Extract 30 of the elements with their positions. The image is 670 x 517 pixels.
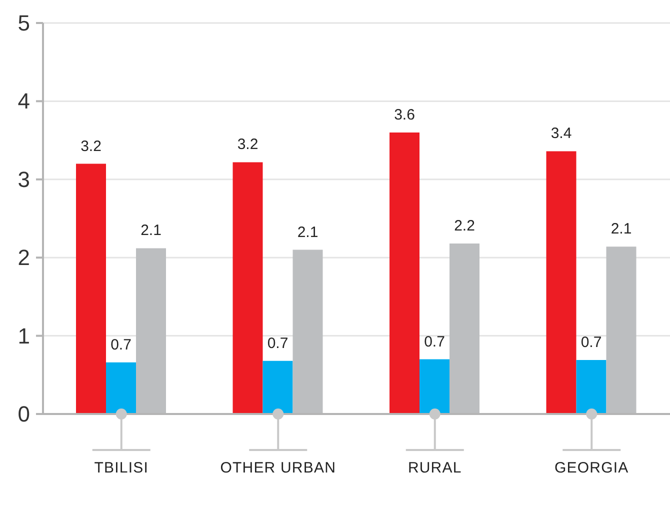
y-tick-label: 0	[18, 402, 30, 426]
data-label: 3.6	[394, 106, 415, 124]
data-label: 2.1	[297, 224, 318, 241]
bar	[76, 164, 106, 414]
bar	[576, 360, 606, 414]
data-label: 2.1	[610, 220, 632, 238]
data-label: 3.4	[550, 125, 572, 142]
data-label: 2.1	[140, 222, 162, 240]
y-tick-label: 3	[18, 166, 30, 192]
bar	[232, 162, 263, 414]
data-label: 0.7	[110, 336, 132, 354]
x-tick-label: GEORGIA	[554, 460, 629, 476]
data-label: 0.7	[424, 333, 445, 350]
bar	[546, 151, 576, 414]
y-tick-label: 1	[18, 323, 30, 348]
data-label: 3.2	[80, 138, 102, 155]
x-tick-label: RURAL	[408, 460, 462, 476]
bar	[390, 132, 420, 414]
data-label: 0.7	[267, 334, 288, 352]
bar	[420, 359, 450, 414]
x-tick-label: OTHER URBAN	[220, 460, 336, 476]
data-label: 0.7	[580, 334, 602, 352]
data-label: 2.2	[454, 218, 475, 235]
x-tick-label: TBILISI	[94, 460, 148, 476]
bar	[106, 362, 136, 414]
data-label: 3.2	[237, 136, 258, 154]
y-tick-label: 4	[18, 88, 30, 114]
bar	[262, 360, 293, 414]
y-tick-label: 2	[18, 245, 30, 270]
y-tick-label: 5	[18, 10, 30, 36]
